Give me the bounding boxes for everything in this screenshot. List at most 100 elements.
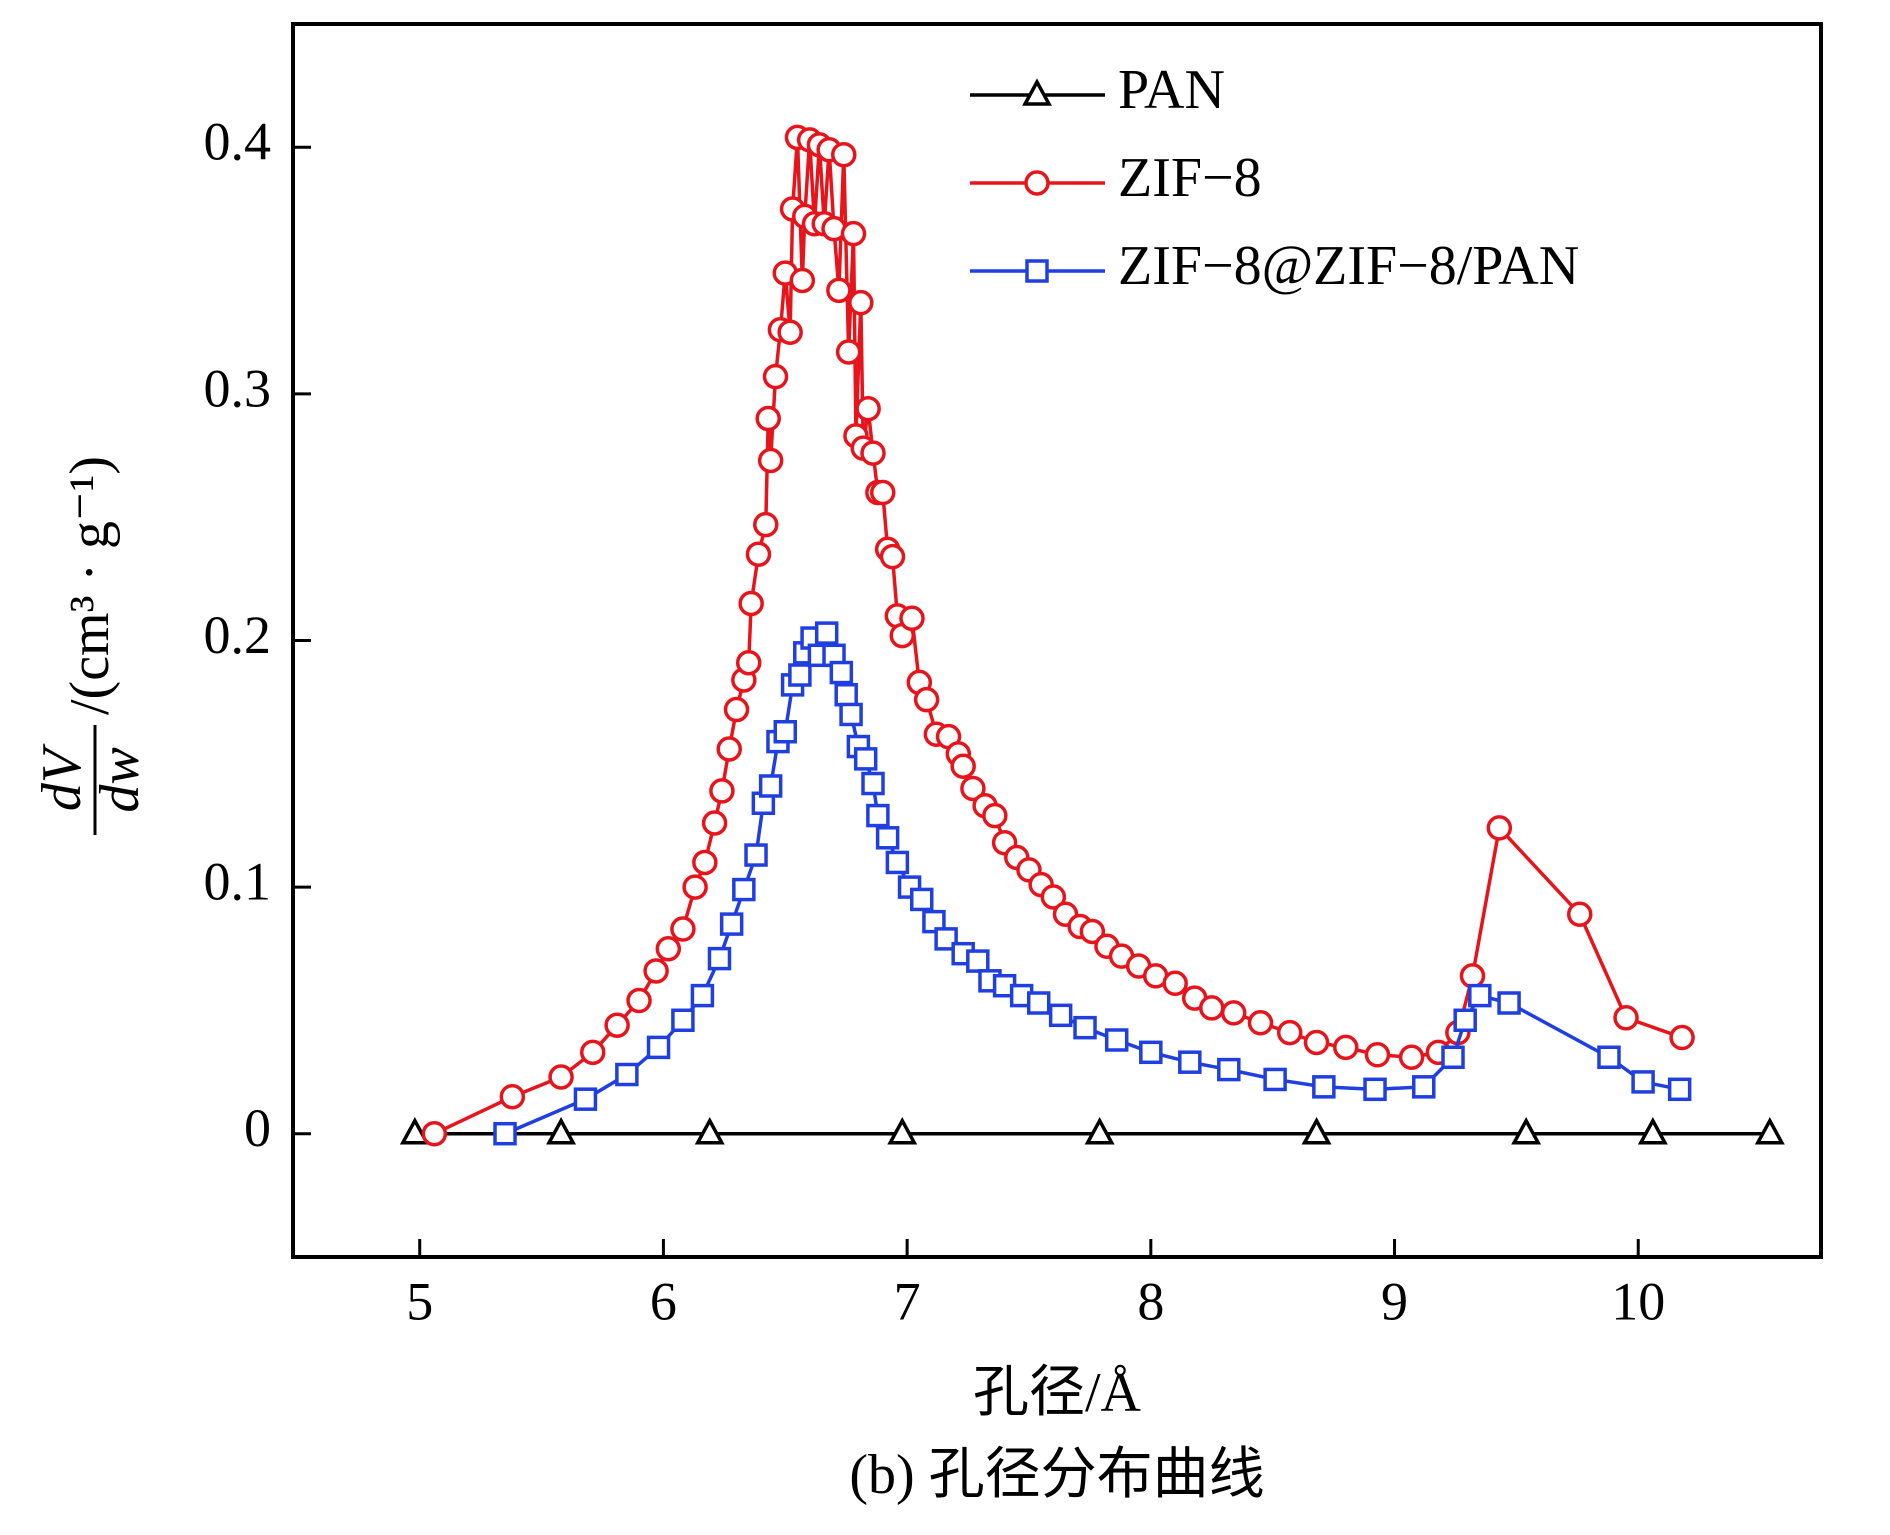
y-label-unit: /(cm³ · g⁻¹)	[59, 456, 121, 715]
data-point	[829, 660, 854, 685]
data-point	[1139, 1040, 1163, 1065]
caption: (b) 孔径分布曲线	[849, 1444, 1264, 1506]
legend-marker	[1022, 78, 1052, 106]
data-point	[1441, 1045, 1465, 1070]
data-point	[875, 826, 900, 850]
data-point	[1486, 815, 1513, 841]
data-point	[1631, 1070, 1655, 1094]
data-point	[1276, 1019, 1303, 1046]
data-point	[788, 663, 812, 687]
data-point	[762, 363, 789, 390]
data-point	[499, 1083, 526, 1110]
data-point	[960, 775, 986, 802]
data-point	[1364, 1042, 1391, 1068]
data-point	[643, 958, 669, 984]
data-point	[1511, 1117, 1542, 1145]
data-point	[885, 850, 910, 875]
data-point	[1459, 963, 1486, 989]
data-point	[773, 719, 798, 744]
x-tick-label: 6	[650, 1271, 677, 1331]
data-point	[1198, 995, 1225, 1021]
data-point	[814, 621, 839, 645]
data-point	[835, 339, 862, 365]
data-point	[1363, 1077, 1387, 1102]
data-point	[604, 1012, 630, 1038]
data-point	[1079, 918, 1106, 945]
data-point	[692, 849, 718, 876]
data-point	[573, 1087, 598, 1111]
y-tick-label: 0.2	[204, 605, 272, 665]
data-point	[913, 686, 940, 713]
data-point	[1263, 1067, 1287, 1092]
data-point	[744, 843, 768, 867]
data-point	[861, 771, 885, 796]
data-point	[777, 319, 803, 345]
y-tick-label: 0.3	[204, 358, 272, 418]
data-point	[421, 1120, 448, 1147]
x-tick-label: 5	[406, 1271, 433, 1331]
data-point	[1333, 1034, 1359, 1061]
legend-marker	[1024, 170, 1050, 196]
data-point	[1104, 1028, 1129, 1052]
series-line	[504, 627, 1680, 1136]
data-point	[899, 605, 925, 632]
data-point	[1669, 1024, 1695, 1051]
data-point	[789, 267, 816, 294]
data-point	[753, 511, 779, 538]
data-point	[1453, 1008, 1477, 1033]
data-point	[548, 1064, 574, 1090]
data-point	[840, 220, 867, 247]
data-point	[694, 1117, 725, 1145]
data-point	[834, 683, 858, 707]
data-point	[716, 736, 742, 762]
data-point	[646, 1035, 671, 1060]
data-point	[1073, 1015, 1097, 1040]
data-point	[870, 479, 896, 506]
data-point	[1247, 1009, 1274, 1036]
data-point	[950, 753, 976, 780]
y-label-numerator: dV	[31, 743, 93, 811]
legend-label: ZIF−8@ZIF−8/PAN	[1118, 235, 1579, 297]
y-tick-label: 0.4	[204, 112, 272, 172]
data-point	[887, 1117, 918, 1145]
y-tick-label: 0.1	[204, 851, 272, 911]
data-point	[1220, 1000, 1247, 1026]
x-tick-label: 7	[894, 1271, 921, 1331]
x-tick-label: 10	[1611, 1271, 1665, 1331]
legend-label: ZIF−8	[1118, 147, 1262, 209]
data-point	[1162, 970, 1188, 997]
data-point	[735, 649, 762, 676]
data-point	[1301, 1117, 1332, 1145]
data-point	[879, 543, 906, 570]
data-point	[709, 778, 735, 804]
data-point	[1217, 1057, 1241, 1082]
y-tick-label: 0	[244, 1098, 271, 1158]
data-point	[934, 927, 958, 951]
data-point	[909, 887, 934, 912]
data-point	[758, 774, 783, 798]
data-point	[1312, 1075, 1336, 1099]
data-point	[860, 440, 886, 466]
data-point	[966, 949, 990, 973]
x-axis-title: 孔径/Å	[973, 1362, 1142, 1424]
data-point	[1597, 1045, 1621, 1070]
data-point	[670, 916, 696, 942]
data-point	[1468, 983, 1492, 1008]
data-point	[655, 936, 682, 962]
data-point	[1303, 1029, 1330, 1056]
data-point	[1412, 1075, 1436, 1099]
data-point	[1566, 901, 1593, 927]
data-point	[399, 1117, 430, 1145]
data-point	[707, 946, 732, 971]
data-point	[580, 1039, 606, 1066]
data-point	[723, 696, 750, 723]
data-point	[626, 987, 652, 1014]
data-point	[755, 405, 781, 432]
x-tick-label: 8	[1137, 1271, 1164, 1331]
data-point	[855, 395, 881, 422]
plot-frame	[291, 22, 1823, 1259]
data-point	[719, 912, 744, 936]
data-point	[1667, 1077, 1692, 1102]
data-point	[831, 141, 857, 168]
